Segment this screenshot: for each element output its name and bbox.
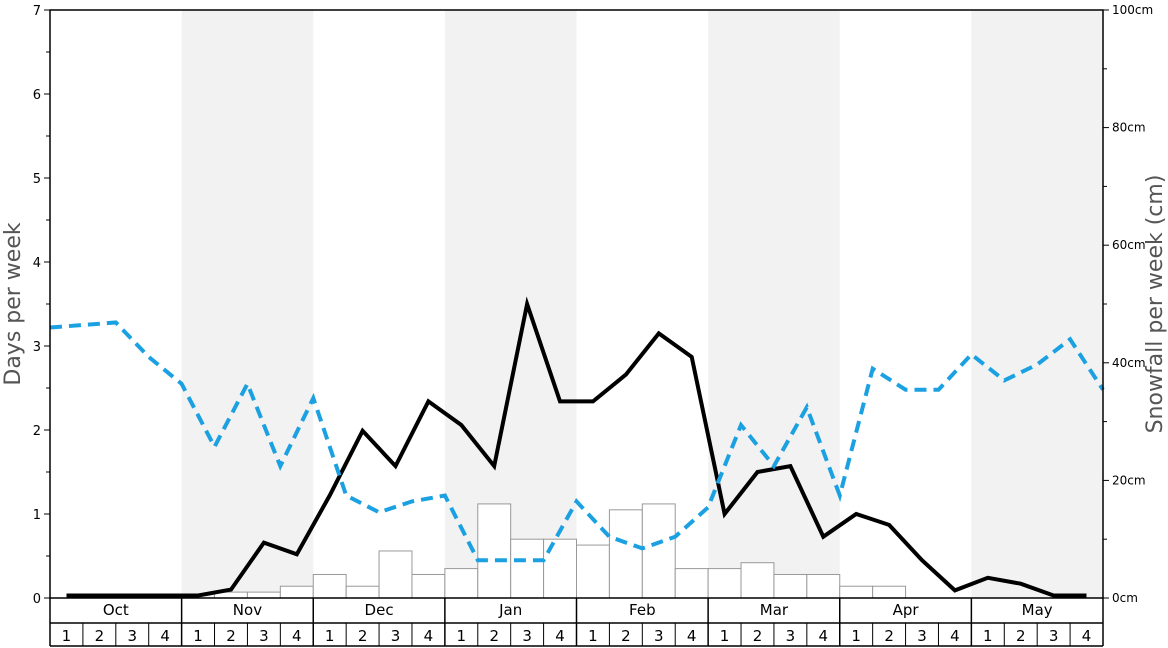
snowfall-bar — [839, 585, 874, 599]
right-axis: 0cm 20cm 40cm 60cm 80cm 100cm — [1103, 3, 1153, 605]
snowfall-bar — [773, 573, 808, 599]
snowfall-bar — [576, 544, 610, 599]
y-right-tick-label: 100cm — [1112, 3, 1153, 17]
y-right-tick-label: 0cm — [1112, 591, 1138, 605]
week-label: 2 — [489, 627, 499, 645]
week-label: 1 — [720, 627, 730, 645]
week-label: 1 — [325, 627, 335, 645]
snowfall-bar — [641, 503, 676, 599]
snowfall-bar — [411, 573, 446, 599]
week-label: 2 — [1016, 627, 1026, 645]
y-left-tick-label: 0 — [33, 592, 41, 607]
month-label-nov: Nov — [233, 601, 262, 619]
month-label-dec: Dec — [365, 601, 394, 619]
week-label: 3 — [1049, 627, 1059, 645]
y-left-tick-label: 1 — [33, 508, 41, 523]
week-label: 3 — [522, 627, 532, 645]
bottom-axis: Oct 1 2 3 4 Nov 1 2 3 4 Dec 1 2 3 4 Jan 1 2 3 4 Feb 1 2 3 4 Mar 1 2… — [49, 598, 1104, 647]
lines — [49, 296, 1105, 598]
week-label: 4 — [1082, 627, 1092, 645]
week-label: 3 — [127, 627, 137, 645]
solid-series-line — [66, 296, 1087, 598]
y-left-tick-label: 7 — [33, 4, 41, 19]
y-right-tick-label: 40cm — [1112, 356, 1146, 370]
snowfall-bar — [740, 562, 775, 599]
y-left-tick-label: 4 — [33, 256, 41, 271]
week-label: 4 — [687, 627, 697, 645]
y-axis-right-label: Snowfall per week (cm) — [1143, 175, 1168, 434]
week-label: 2 — [621, 627, 631, 645]
snowfall-bar — [378, 550, 413, 599]
week-label: 2 — [884, 627, 894, 645]
week-label: 2 — [226, 627, 236, 645]
month-shade-nov — [181, 10, 314, 598]
month-label-may: May — [1022, 601, 1053, 619]
week-label: 1 — [851, 627, 861, 645]
snowfall-bar — [608, 509, 643, 599]
week-label: 3 — [786, 627, 796, 645]
dashed-series-line — [49, 320, 1105, 563]
week-label: 4 — [292, 627, 302, 645]
month-shading — [181, 10, 1103, 598]
snowfall-bar — [444, 568, 479, 599]
week-label: 3 — [391, 627, 401, 645]
month-label-feb: Feb — [629, 601, 656, 619]
month-label-mar: Mar — [760, 601, 789, 619]
week-label: 1 — [62, 627, 72, 645]
month-shade-mar — [708, 10, 840, 598]
month-shade-jan — [444, 10, 577, 598]
month-label-oct: Oct — [103, 601, 129, 619]
week-label: 3 — [259, 627, 269, 645]
snowfall-bar — [510, 538, 545, 599]
week-label: 3 — [917, 627, 927, 645]
snowfall-bar — [806, 573, 841, 599]
week-label: 4 — [160, 627, 170, 645]
month-label-apr: Apr — [893, 601, 920, 619]
snowfall-bar — [246, 591, 281, 599]
y-left-tick-label: 3 — [33, 340, 41, 355]
snowfall-bar — [872, 585, 907, 599]
y-left-tick-label: 5 — [33, 172, 41, 187]
snowfall-bar — [312, 573, 347, 599]
left-axis: 0 1 2 3 4 5 6 7 — [33, 4, 50, 607]
snowfall-bar — [674, 568, 709, 599]
snowfall-bars — [214, 503, 907, 599]
week-label: 2 — [753, 627, 763, 645]
week-label: 2 — [358, 627, 368, 645]
y-axis-left-label: Days per week — [1, 222, 26, 385]
week-label: 3 — [654, 627, 664, 645]
week-label: 1 — [983, 627, 993, 645]
snowfall-bar — [707, 568, 742, 599]
week-label: 4 — [555, 627, 565, 645]
month-shade-may — [971, 10, 1103, 598]
week-label: 1 — [588, 627, 598, 645]
week-label: 2 — [95, 627, 105, 645]
y-right-tick-label: 80cm — [1112, 121, 1146, 135]
week-label: 4 — [950, 627, 960, 645]
snowfall-bar — [345, 585, 380, 599]
week-label: 4 — [424, 627, 434, 645]
week-label: 1 — [457, 627, 467, 645]
y-right-tick-label: 20cm — [1112, 473, 1146, 487]
y-left-tick-label: 6 — [33, 88, 41, 103]
snowfall-bar — [477, 503, 512, 599]
week-label: 1 — [193, 627, 203, 645]
y-left-tick-label: 2 — [33, 424, 41, 439]
month-label-jan: Jan — [498, 601, 522, 619]
week-label: 4 — [819, 627, 829, 645]
y-right-tick-label: 60cm — [1112, 238, 1146, 252]
snowfall-bar — [279, 585, 314, 599]
